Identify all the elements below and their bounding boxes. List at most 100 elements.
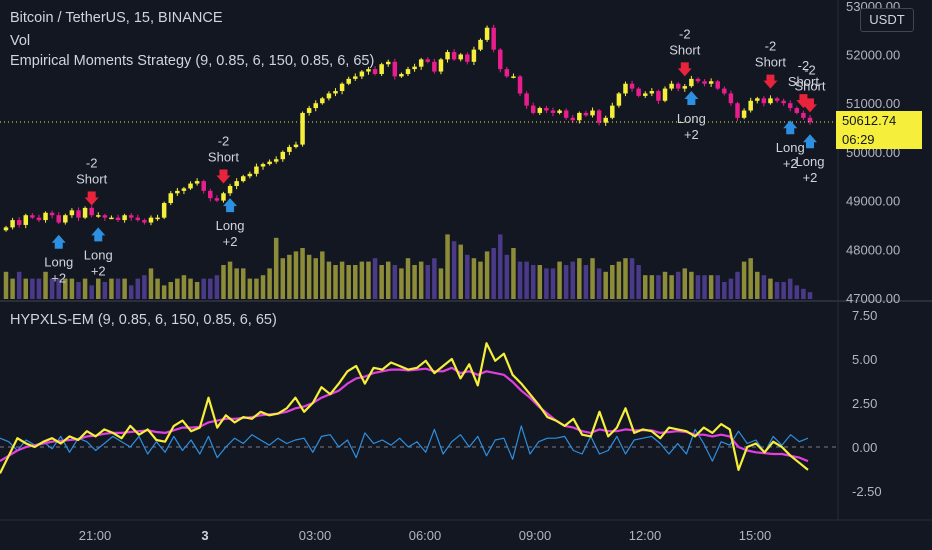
candle-body — [326, 93, 332, 99]
candle-body — [267, 161, 272, 165]
candle-body — [550, 110, 556, 113]
price-tick-label: 47000.00 — [846, 291, 900, 306]
candle-body — [221, 193, 226, 201]
short-label-amount: -2 — [86, 155, 98, 170]
candle-body — [577, 112, 582, 121]
candle-body — [63, 215, 68, 223]
volume-bar — [161, 285, 167, 299]
candle-body — [254, 166, 259, 174]
volume-bar — [102, 282, 108, 299]
volume-bar — [629, 258, 635, 299]
volume-bar — [405, 258, 411, 299]
candle-body — [418, 59, 424, 67]
candle-body — [623, 83, 628, 94]
diff-line — [0, 425, 809, 462]
volume-bar — [227, 261, 233, 299]
candle-body — [36, 217, 42, 221]
volume-bar — [214, 275, 220, 299]
volume-bar — [385, 261, 391, 299]
candle-body — [524, 93, 529, 106]
short-label-amount: -2 — [679, 26, 691, 41]
volume-bar — [135, 278, 141, 299]
candle-body — [557, 110, 562, 113]
volume-bar — [320, 251, 325, 299]
volume-bar — [82, 278, 88, 299]
candle-body — [511, 76, 516, 78]
volume-bar — [741, 261, 747, 299]
candle-body — [432, 61, 437, 72]
candle-body — [471, 49, 477, 62]
candle-body — [339, 83, 345, 92]
candle-body — [563, 110, 569, 118]
short-arrow — [677, 62, 692, 77]
candle-body — [161, 203, 167, 218]
candle-body — [741, 110, 747, 118]
candle-body — [247, 173, 253, 177]
volume-bar — [10, 278, 15, 299]
candle-body — [353, 76, 358, 79]
candle-body — [636, 88, 641, 96]
volume-bar — [649, 275, 655, 299]
long-arrow — [803, 134, 817, 149]
candle-body — [175, 190, 180, 194]
volume-legend: Vol — [10, 33, 31, 49]
time-tick-label: 06:00 — [409, 528, 442, 543]
volume-bar — [432, 258, 437, 299]
time-tick-label: 15:00 — [739, 528, 772, 543]
volume-bar — [669, 275, 674, 299]
volume-bar — [596, 268, 602, 299]
volume-bar — [280, 258, 286, 299]
candle-body — [385, 61, 391, 65]
volume-bar — [234, 268, 239, 299]
candle-body — [425, 59, 431, 62]
candle-body — [234, 181, 239, 186]
candle-body — [115, 217, 121, 221]
candle-body — [669, 83, 674, 89]
candle-body — [695, 78, 701, 82]
candle-body — [293, 144, 299, 148]
volume-bar — [412, 265, 417, 299]
volume-bar — [43, 271, 48, 299]
price-tick-label: 51000.00 — [846, 96, 900, 111]
volume-bar — [306, 254, 312, 299]
volume-bar — [577, 258, 582, 299]
volume-bar — [287, 254, 292, 299]
volume-bar — [148, 268, 154, 299]
long-arrow — [684, 91, 699, 106]
short-label-text: Short — [669, 42, 700, 57]
volume-bar — [458, 244, 463, 299]
candle-body — [122, 215, 127, 221]
volume-bar — [346, 265, 351, 299]
candle-body — [201, 181, 206, 191]
volume-bar — [616, 261, 622, 299]
volume-bar — [656, 275, 661, 299]
volume-bar — [188, 278, 193, 299]
volume-bar — [96, 278, 101, 299]
candle-body — [366, 69, 371, 72]
candle-body — [379, 64, 384, 74]
volume-bar — [168, 282, 173, 299]
candle-body — [194, 181, 200, 184]
volume-bar — [372, 258, 378, 299]
symbol-title: Bitcoin / TetherUS, 15, BINANCE — [10, 10, 223, 26]
candle-body — [794, 108, 800, 113]
candle-body — [590, 110, 595, 116]
volume-bar — [524, 261, 529, 299]
volume-bar — [478, 261, 483, 299]
volume-bar — [260, 275, 266, 299]
volume-bar — [735, 271, 740, 299]
currency-button[interactable]: USDT — [860, 8, 914, 32]
price-tick-label: 52000.00 — [846, 48, 900, 63]
volume-bar — [333, 265, 338, 299]
long-label-amount: +2 — [803, 170, 818, 185]
volume-bar — [544, 268, 549, 299]
candle-body — [260, 164, 266, 167]
candle-body — [306, 108, 312, 113]
candle-body — [208, 190, 213, 199]
candle-body — [465, 54, 470, 62]
time-tick-label: 12:00 — [629, 528, 662, 543]
candle-body — [23, 215, 29, 225]
volume-bar — [56, 278, 61, 299]
candle-body — [168, 193, 173, 204]
